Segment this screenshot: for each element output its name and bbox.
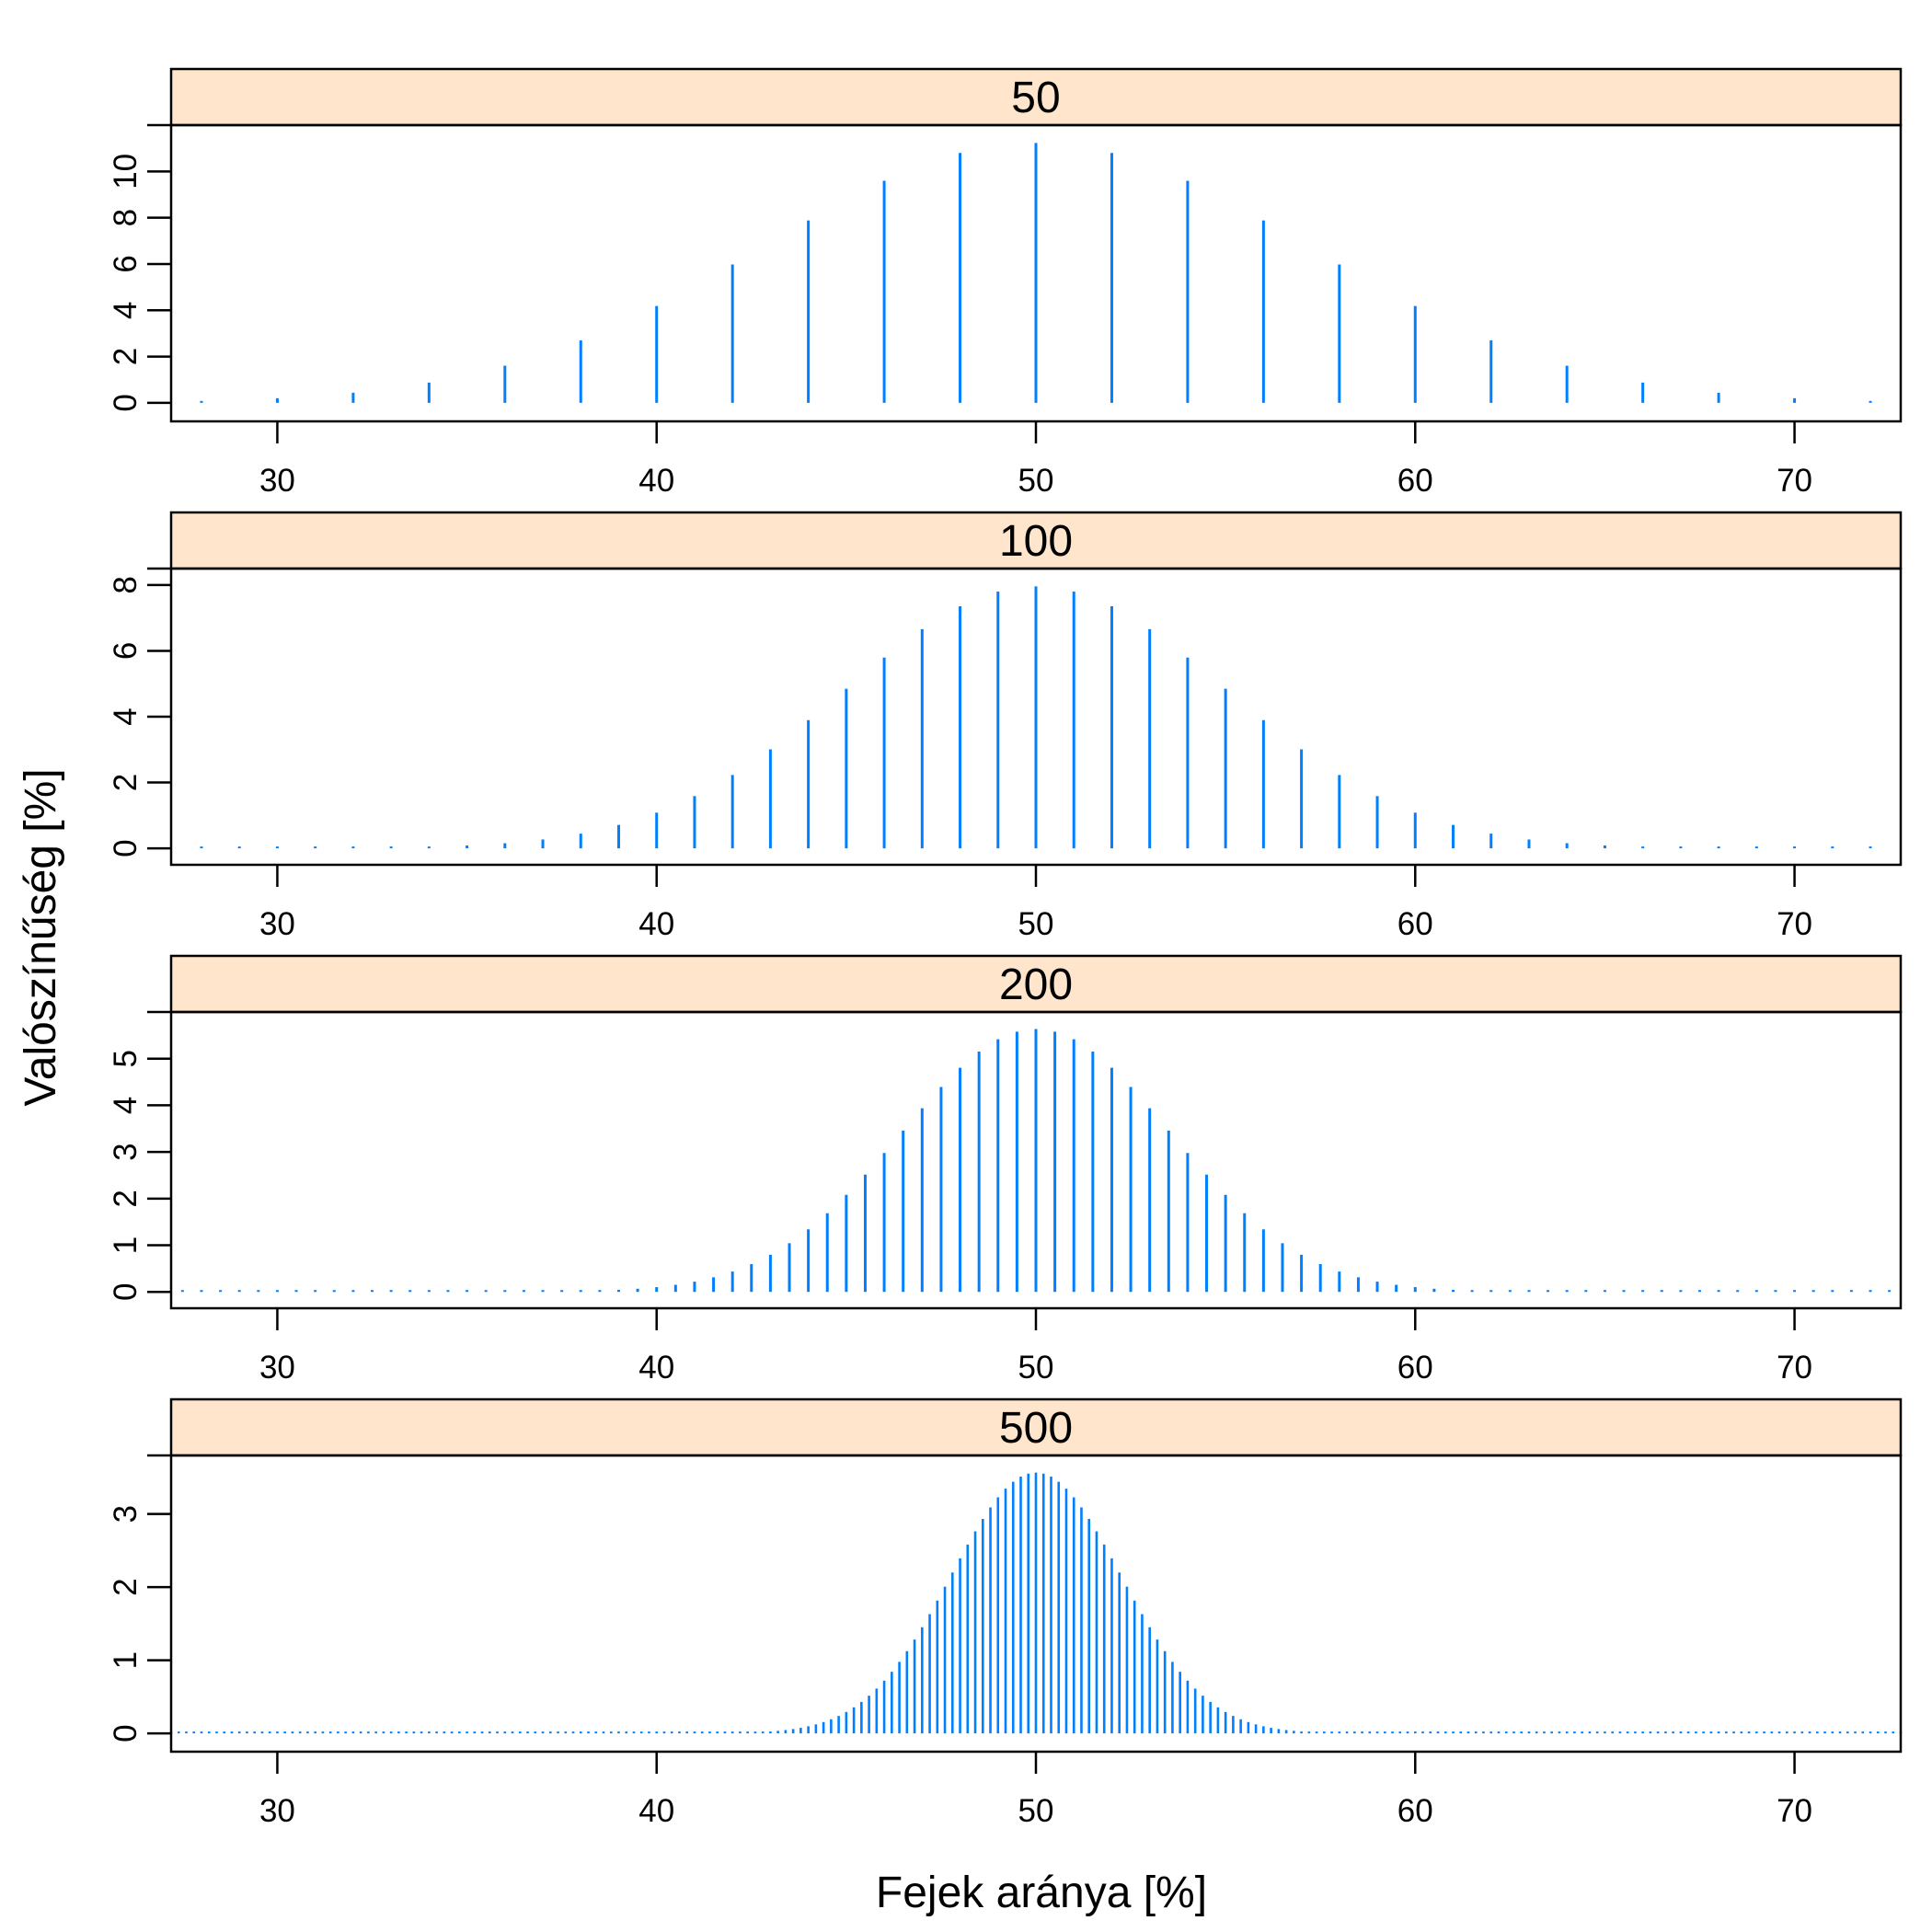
x-axis: 30 40 50 60 70 — [259, 421, 1812, 499]
x-tick-label: 50 — [1018, 906, 1054, 942]
y-tick-label: 1 — [108, 1651, 144, 1669]
strip-label: 200 — [999, 960, 1073, 1009]
x-tick-label: 70 — [1777, 906, 1812, 942]
y-tick-label: 6 — [108, 642, 144, 660]
x-tick-label: 70 — [1777, 1350, 1812, 1386]
strip-background — [169, 954, 1903, 1014]
y-tick-label: 2 — [108, 1190, 144, 1207]
y-tick-label: 4 — [108, 1097, 144, 1114]
x-tick-label: 40 — [638, 1793, 674, 1829]
y-tick-label: 1 — [108, 1236, 144, 1254]
strip-label: 50 — [1011, 74, 1060, 122]
y-tick-label: 3 — [108, 1143, 144, 1160]
x-tick-label: 60 — [1397, 463, 1433, 499]
panel-50: 50 0 2 4 6 8 10 30 40 50 60 70 — [108, 67, 1903, 499]
y-tick-label: 0 — [108, 1283, 144, 1301]
x-axis: 30 40 50 60 70 — [259, 1752, 1812, 1829]
y-tick-label: 0 — [108, 1724, 144, 1742]
x-axis-title: Fejek aránya [%] — [876, 1869, 1207, 1917]
y-axis: 0 1 2 3 4 5 — [108, 1010, 171, 1301]
x-tick-label: 40 — [638, 1350, 674, 1386]
x-tick-label: 60 — [1397, 1350, 1433, 1386]
x-tick-label: 50 — [1018, 1350, 1054, 1386]
panel-500: 500 0 1 2 3 30 40 50 60 70 — [108, 1397, 1903, 1829]
y-tick-label: 0 — [108, 839, 144, 857]
y-tick-label: 8 — [108, 209, 144, 226]
x-tick-label: 60 — [1397, 1793, 1433, 1829]
y-tick-label: 2 — [108, 774, 144, 791]
x-axis: 30 40 50 60 70 — [259, 865, 1812, 942]
x-tick-label: 60 — [1397, 906, 1433, 942]
y-tick-label: 0 — [108, 394, 144, 411]
y-tick-label: 10 — [108, 154, 144, 190]
x-tick-label: 50 — [1018, 463, 1054, 499]
bars — [180, 1029, 1892, 1293]
x-tick-label: 70 — [1777, 463, 1812, 499]
x-tick-label: 70 — [1777, 1793, 1812, 1829]
x-tick-label: 30 — [259, 1350, 295, 1386]
y-tick-label: 3 — [108, 1505, 144, 1523]
strip-label: 500 — [999, 1404, 1073, 1453]
x-tick-label: 40 — [638, 463, 674, 499]
y-tick-label: 5 — [108, 1050, 144, 1067]
bars — [200, 143, 1872, 403]
strip-background — [169, 67, 1903, 127]
y-tick-label: 4 — [108, 707, 144, 725]
y-tick-label: 4 — [108, 302, 144, 319]
x-tick-label: 30 — [259, 463, 295, 499]
panel-100: 100 0 2 4 6 8 30 40 50 60 70 — [108, 511, 1903, 942]
y-axis: 0 2 4 6 8 10 — [108, 123, 171, 412]
y-tick-label: 2 — [108, 1578, 144, 1595]
y-tick-label: 2 — [108, 348, 144, 365]
y-axis-title: Valószínűség [%] — [17, 768, 65, 1106]
y-tick-label: 6 — [108, 255, 144, 272]
strip-background — [169, 1397, 1903, 1457]
x-tick-label: 30 — [259, 906, 295, 942]
bars — [169, 1472, 1903, 1734]
y-axis: 0 1 2 3 — [108, 1454, 171, 1742]
x-tick-label: 40 — [638, 906, 674, 942]
panel-200: 200 0 1 2 3 4 5 30 40 50 60 70 — [108, 954, 1903, 1386]
x-tick-label: 50 — [1018, 1793, 1054, 1829]
y-axis: 0 2 4 6 8 — [108, 567, 171, 857]
x-tick-label: 30 — [259, 1793, 295, 1829]
x-axis: 30 40 50 60 70 — [259, 1308, 1812, 1386]
y-tick-label: 8 — [108, 576, 144, 593]
bars — [200, 586, 1872, 849]
strip-label: 100 — [999, 517, 1073, 566]
